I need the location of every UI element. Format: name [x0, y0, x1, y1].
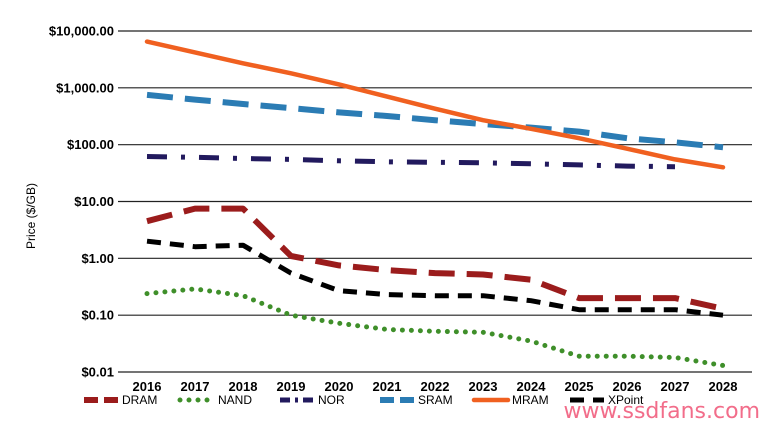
y-tick-label: $0.01	[81, 365, 114, 380]
legend-label-nand: NAND	[218, 393, 252, 407]
x-tick-label: 2027	[661, 379, 690, 394]
x-tick-label: 2017	[181, 379, 210, 394]
y-tick-label: $0.10	[81, 308, 114, 323]
x-tick-label: 2016	[133, 379, 162, 394]
x-axis-ticks: 2016 2017 2018 2019 2020 2021 2022 2023 2024 2025…	[133, 379, 738, 394]
y-tick-label: $100.00	[67, 137, 114, 152]
y-tick-label: $10.00	[74, 194, 114, 209]
series-line-nand	[144, 286, 726, 368]
series-line-sram	[146, 91, 724, 151]
y-tick-label: $1,000.00	[56, 80, 114, 95]
series-lines	[144, 39, 726, 368]
x-tick-label: 2024	[517, 379, 547, 394]
x-tick-label: 2023	[469, 379, 498, 394]
x-tick-label: 2019	[277, 379, 306, 394]
x-tick-label: 2028	[709, 379, 738, 394]
series-line-dram	[146, 205, 724, 312]
x-tick-label: 2022	[421, 379, 450, 394]
series-line-xpoint	[146, 238, 724, 318]
y-tick-label: $10,000.00	[49, 24, 114, 39]
series-line-mram	[144, 39, 726, 170]
legend-label-nor: NOR	[318, 393, 345, 407]
x-tick-label: 2020	[325, 379, 354, 394]
y-axis-label: Price ($/GB)	[24, 183, 38, 249]
legend: DRAM NAND NOR SRAM MRAM XPoint	[84, 393, 644, 407]
legend-label-xpoint: XPoint	[608, 393, 644, 407]
x-tick-label: 2026	[613, 379, 642, 394]
watermark-text: www.ssdfans.com	[564, 399, 760, 424]
legend-label-mram: MRAM	[512, 393, 549, 407]
x-tick-label: 2021	[373, 379, 402, 394]
legend-label-dram: DRAM	[122, 393, 157, 407]
y-axis-ticks: $0.01 $0.10 $1.00 $10.00 $100.00 $1,000.00 $10…	[49, 24, 114, 380]
x-tick-label: 2025	[565, 379, 594, 394]
legend-label-sram: SRAM	[418, 393, 453, 407]
gridlines	[118, 30, 752, 373]
x-tick-label: 2018	[229, 379, 258, 394]
y-tick-label: $1.00	[81, 251, 114, 266]
series-line-nor	[146, 154, 676, 170]
